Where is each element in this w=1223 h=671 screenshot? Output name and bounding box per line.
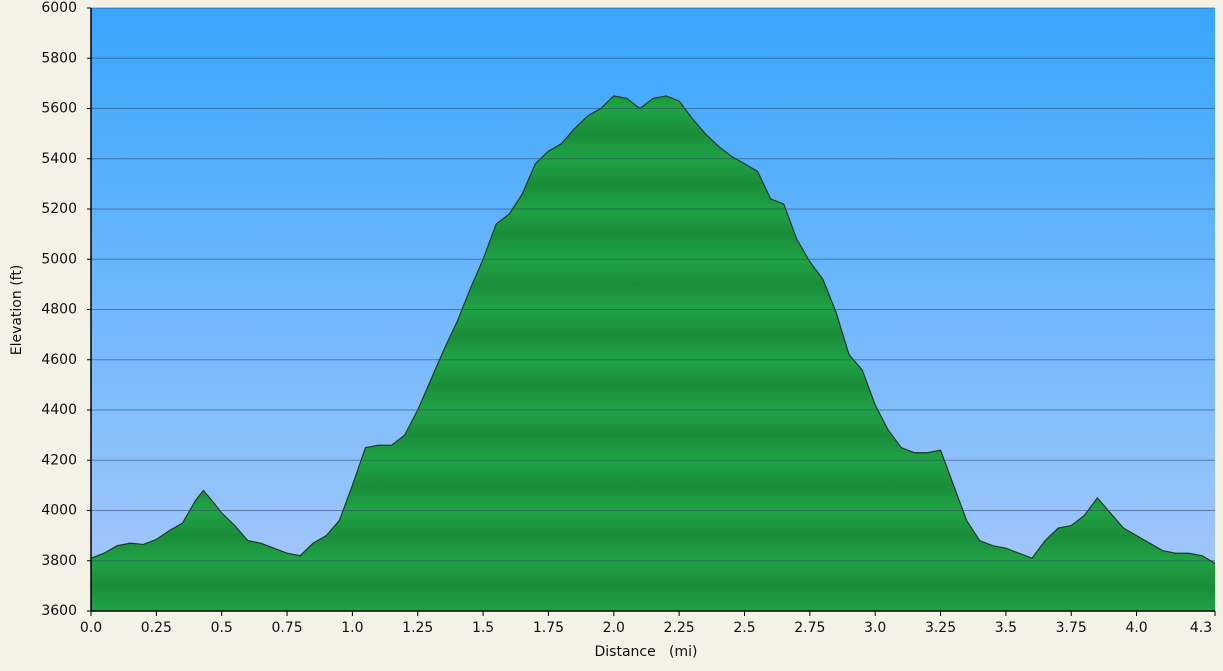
x-tick-label: 3.5 <box>995 620 1017 636</box>
y-tick-label: 5800 <box>41 50 77 66</box>
x-tick-label: 1.0 <box>341 620 363 636</box>
y-tick-label: 4200 <box>41 452 77 468</box>
y-tick-label: 5000 <box>41 251 77 267</box>
x-tick-label: 2.75 <box>794 620 825 636</box>
x-tick-label: 1.5 <box>472 620 494 636</box>
y-tick-label: 6000 <box>41 0 77 16</box>
x-tick-label: 2.5 <box>733 620 755 636</box>
x-tick-label: 1.25 <box>402 620 433 636</box>
x-tick-label: 3.75 <box>1056 620 1087 636</box>
x-tick-label: 2.25 <box>664 620 695 636</box>
x-tick-label: 4.3 <box>1190 620 1212 636</box>
y-tick-label: 5600 <box>41 101 77 117</box>
y-tick-label: 4600 <box>41 352 77 368</box>
area-fill <box>91 95 1215 611</box>
x-tick-label: 0.5 <box>211 620 233 636</box>
x-tick-label: 4.0 <box>1125 620 1147 636</box>
y-tick-label: 4000 <box>41 503 77 519</box>
x-tick-label: 3.25 <box>925 620 956 636</box>
y-tick-label: 3800 <box>41 553 77 569</box>
y-tick-label: 4400 <box>41 402 77 418</box>
x-tick-label: 2.0 <box>603 620 625 636</box>
y-tick-label: 3600 <box>41 603 77 619</box>
y-tick-label: 5200 <box>41 201 77 217</box>
x-tick-label: 0.0 <box>80 620 102 636</box>
x-tick-label: 1.75 <box>533 620 564 636</box>
y-axis-label: Elevation (ft) <box>9 265 25 356</box>
y-tick-label: 4800 <box>41 302 77 318</box>
x-tick-label: 0.25 <box>141 620 172 636</box>
x-tick-label: 0.75 <box>271 620 302 636</box>
x-tick-label: 3.0 <box>864 620 886 636</box>
y-tick-label: 5400 <box>41 151 77 167</box>
x-axis-label: Distance (mi) <box>594 644 697 660</box>
area-outline <box>90 95 1216 564</box>
